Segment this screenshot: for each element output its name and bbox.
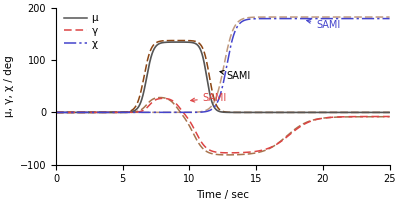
Text: SAMI: SAMI [191, 93, 227, 103]
Text: SAMI: SAMI [307, 19, 340, 30]
Y-axis label: μ, γ, χ / deg: μ, γ, χ / deg [4, 55, 14, 117]
Text: SAMI: SAMI [220, 70, 251, 81]
X-axis label: Time / sec: Time / sec [196, 190, 249, 200]
Legend: μ, γ, χ: μ, γ, χ [64, 13, 98, 49]
